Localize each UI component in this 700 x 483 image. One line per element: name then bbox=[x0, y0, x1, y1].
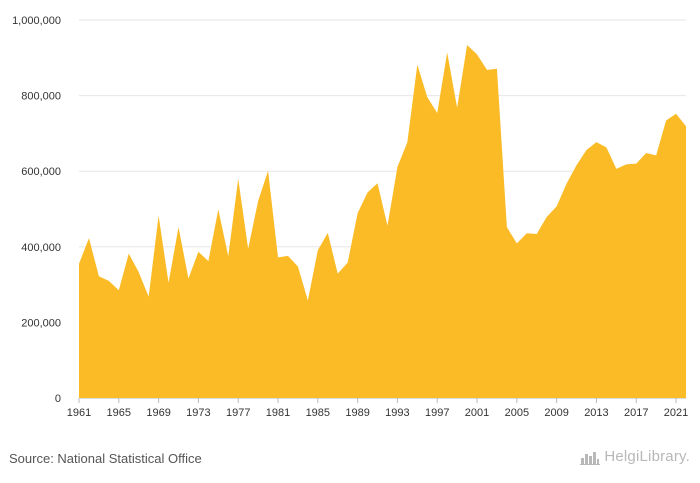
city-skyline-icon bbox=[580, 451, 601, 465]
x-tick-label: 1993 bbox=[385, 407, 409, 419]
x-tick-label: 2017 bbox=[624, 407, 648, 419]
x-tick-label: 2005 bbox=[505, 407, 529, 419]
brand-logo: HelgiLibrary. bbox=[580, 448, 690, 465]
x-tick-label: 1977 bbox=[226, 407, 250, 419]
x-tick-label: 2021 bbox=[664, 407, 688, 419]
x-tick-label: 1961 bbox=[67, 407, 91, 419]
source-note: Source: National Statistical Office bbox=[9, 451, 202, 466]
x-tick-label: 1973 bbox=[186, 407, 210, 419]
x-tick-label: 1989 bbox=[345, 407, 369, 419]
series-area bbox=[79, 44, 686, 399]
x-tick-label: 1965 bbox=[107, 407, 131, 419]
y-tick-label: 200,000 bbox=[21, 317, 61, 329]
x-tick-label: 1981 bbox=[266, 407, 290, 419]
y-tick-label: 600,000 bbox=[21, 166, 61, 178]
x-tick-label: 1997 bbox=[425, 407, 449, 419]
x-tick-label: 1969 bbox=[146, 407, 170, 419]
x-tick-label: 2001 bbox=[465, 407, 489, 419]
x-tick-label: 2009 bbox=[544, 407, 568, 419]
axes: 0 200,000 400,000 600,000 800,000 1,000,000 19… bbox=[12, 15, 688, 419]
x-tick-label: 1985 bbox=[306, 407, 330, 419]
brand-name: HelgiLibrary. bbox=[604, 448, 690, 465]
y-tick-label: 400,000 bbox=[21, 242, 61, 254]
y-tick-label: 0 bbox=[55, 393, 61, 405]
area-series bbox=[79, 44, 686, 399]
x-tick-label: 2013 bbox=[584, 407, 608, 419]
y-tick-label: 1,000,000 bbox=[12, 15, 61, 27]
y-tick-label: 800,000 bbox=[21, 91, 61, 103]
